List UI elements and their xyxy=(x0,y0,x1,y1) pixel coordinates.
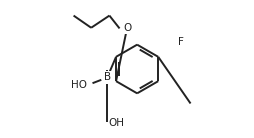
Text: O: O xyxy=(123,23,131,33)
Text: HO: HO xyxy=(71,80,87,90)
Text: OH: OH xyxy=(109,118,125,128)
Text: F: F xyxy=(178,37,184,47)
Text: B: B xyxy=(104,72,111,82)
